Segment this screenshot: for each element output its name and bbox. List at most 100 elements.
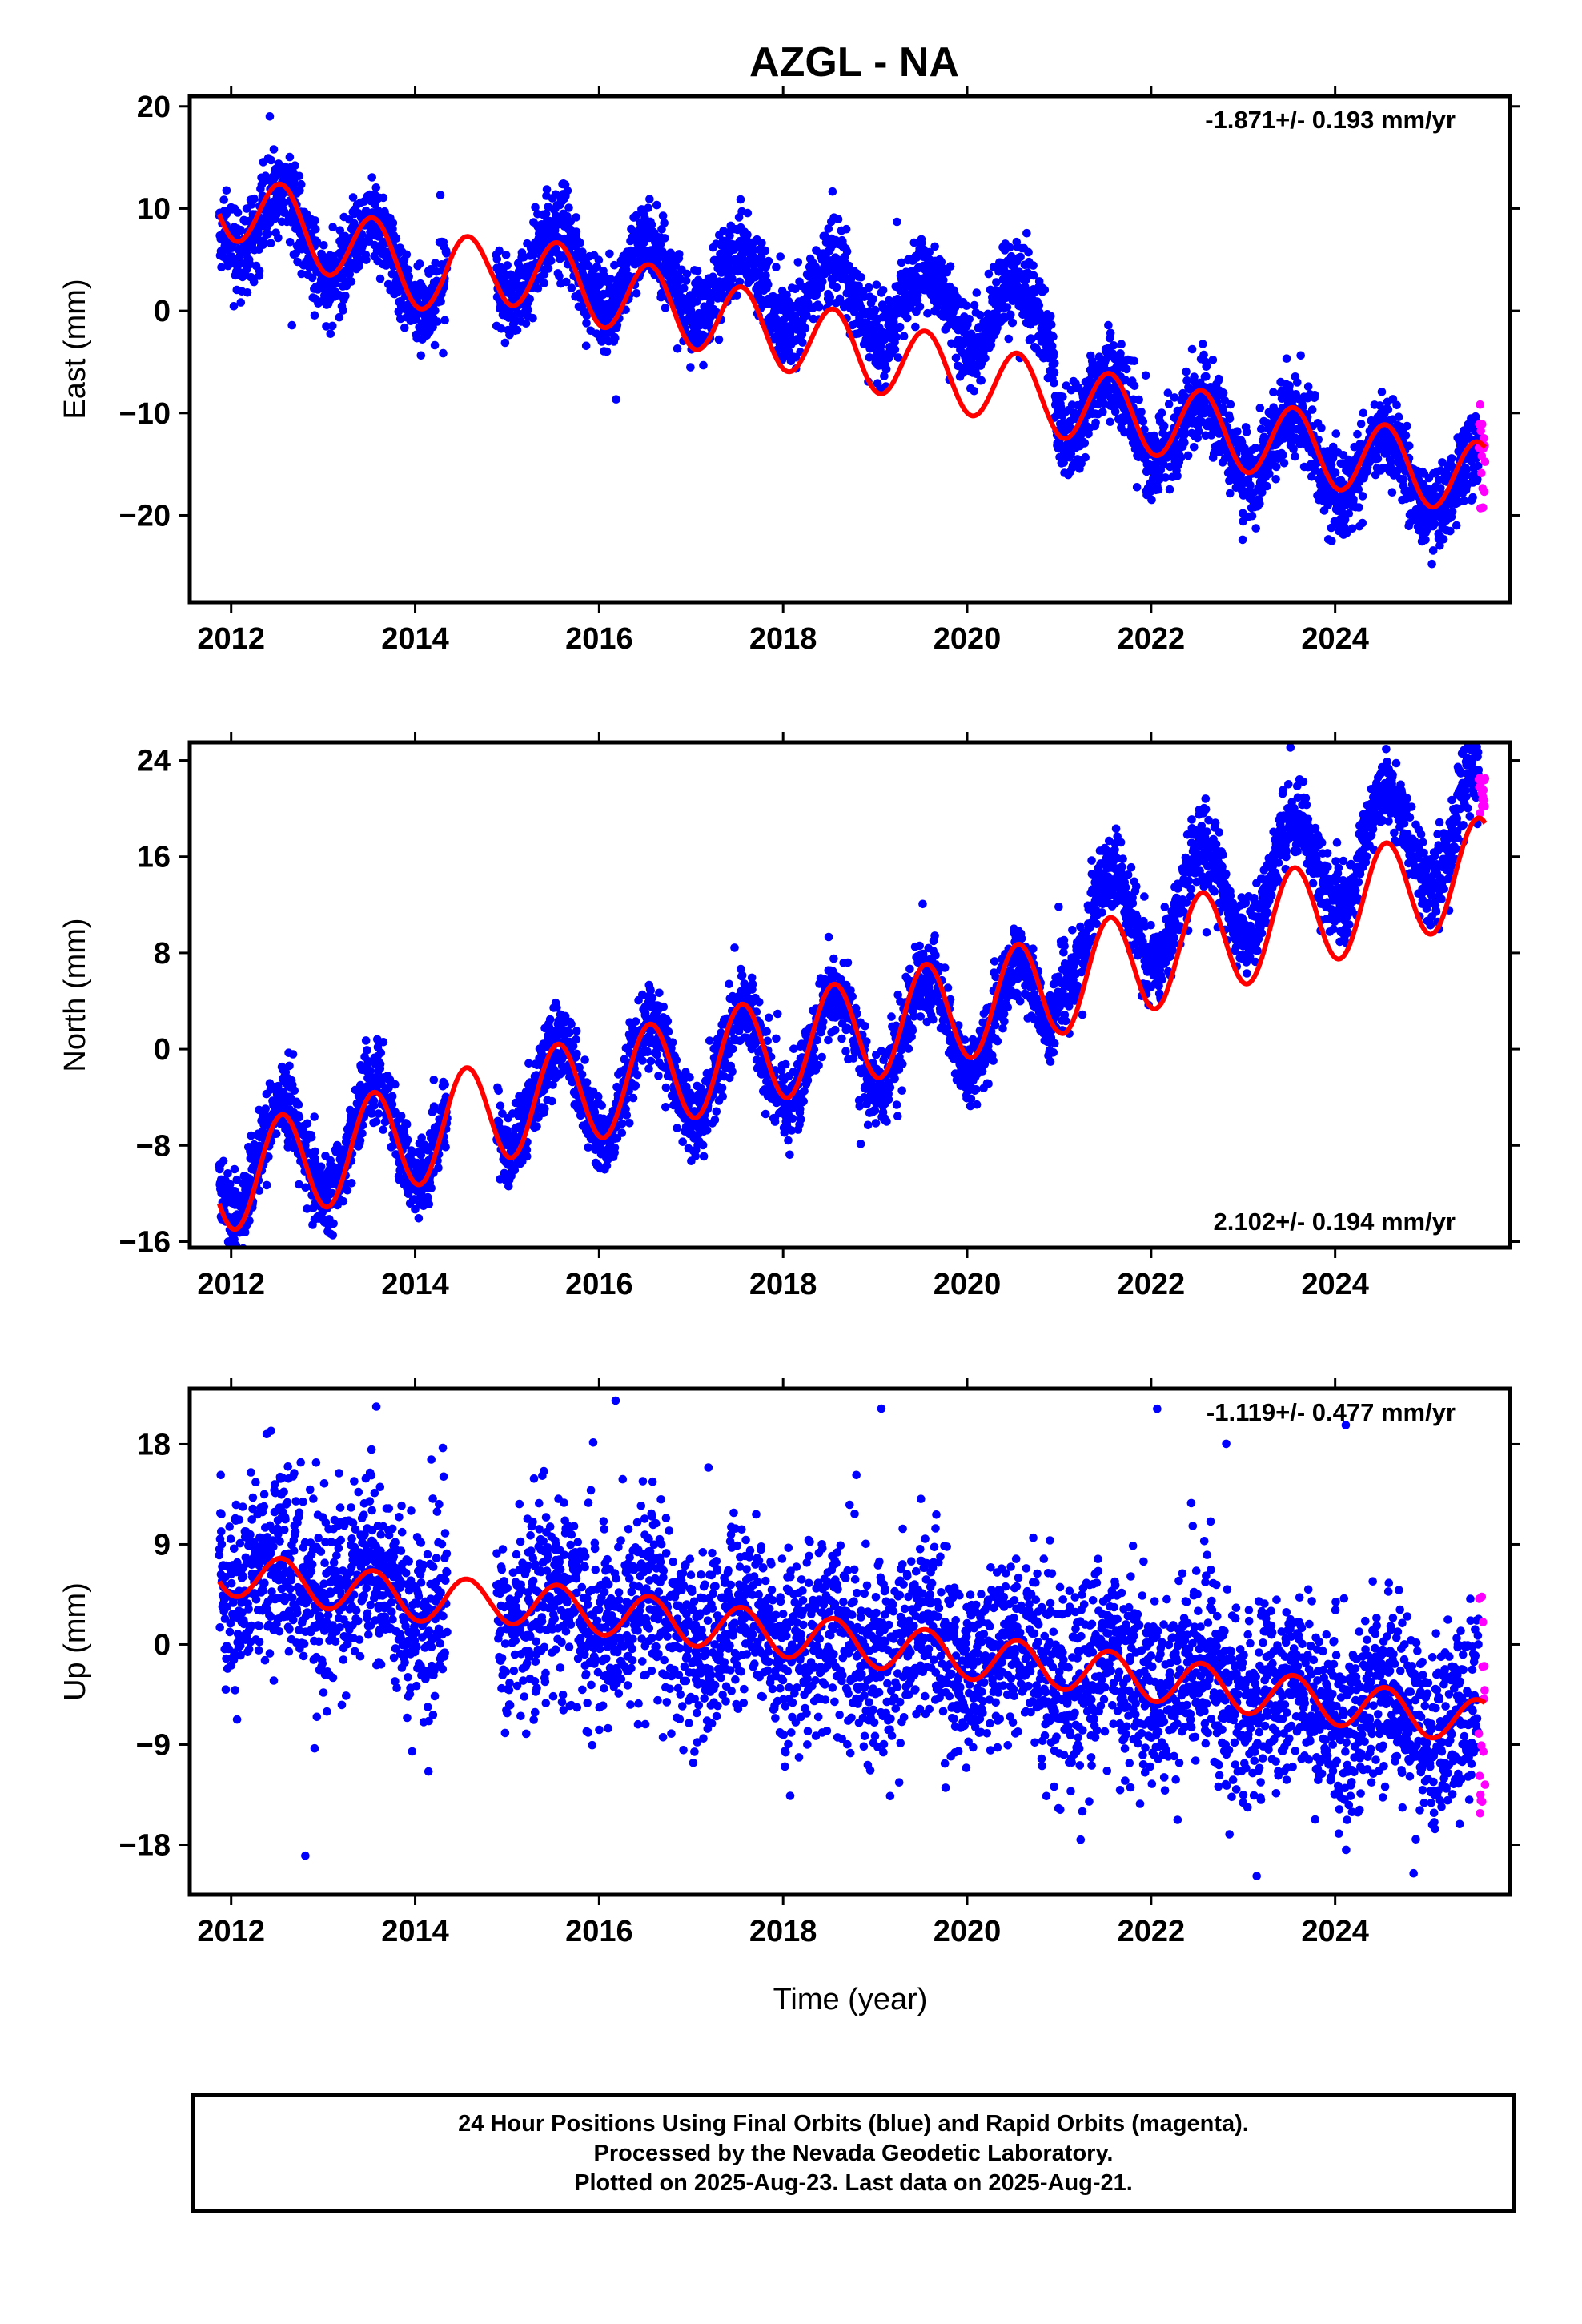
data-point (1004, 334, 1014, 344)
data-point (1225, 414, 1235, 424)
data-point (1303, 382, 1313, 392)
data-point (533, 283, 543, 293)
data-point (915, 302, 925, 312)
data-point (833, 215, 843, 224)
data-point (358, 1129, 367, 1138)
data-point (735, 277, 745, 287)
data-point (581, 341, 591, 351)
y-tick-label: 10 (137, 192, 171, 226)
data-point (1427, 559, 1436, 569)
data-point (1194, 427, 1203, 436)
data-point (572, 213, 580, 222)
data-point (776, 252, 785, 261)
data-point (1383, 405, 1393, 414)
data-point (1214, 374, 1223, 384)
data-point (757, 239, 766, 247)
data-point (431, 259, 440, 267)
data-point (1265, 469, 1274, 478)
data-point (335, 312, 344, 322)
data-point (872, 280, 881, 290)
data-point (250, 194, 259, 203)
data-point (229, 302, 239, 311)
data-point (1279, 459, 1289, 468)
data-point (326, 329, 335, 339)
data-point (436, 191, 445, 199)
data-point (563, 186, 572, 195)
data-point (647, 220, 656, 229)
data-point (1242, 428, 1251, 436)
data-point (1247, 511, 1257, 521)
data-point (285, 152, 295, 162)
data-point (814, 302, 824, 312)
data-point (222, 186, 231, 195)
data-point (903, 313, 912, 323)
data-point (311, 225, 320, 234)
data-point (311, 216, 319, 225)
data-point (576, 293, 584, 303)
data-point (362, 255, 371, 264)
data-point (1271, 475, 1280, 484)
data-point (755, 271, 765, 280)
data-point (564, 203, 573, 212)
data-point (652, 200, 661, 210)
y-tick-label: −10 (119, 397, 171, 431)
data-point (965, 315, 974, 324)
data-point (1190, 443, 1199, 452)
data-point (379, 1038, 388, 1047)
data-point (551, 190, 560, 199)
data-point (1387, 488, 1397, 497)
data-point (728, 275, 737, 283)
data-point (736, 195, 745, 204)
data-point (1137, 408, 1146, 416)
data-point (343, 1186, 352, 1195)
data-point (374, 1109, 383, 1118)
data-point (1130, 381, 1139, 391)
data-point (1199, 340, 1207, 348)
data-point (1091, 418, 1100, 428)
data-point (1251, 524, 1260, 533)
data-point (1447, 507, 1457, 516)
data-point (442, 249, 451, 258)
east-frame (187, 94, 1512, 605)
data-point (772, 263, 781, 271)
data-point (881, 364, 891, 374)
data-point (681, 276, 691, 285)
data-point (895, 322, 905, 332)
data-point (525, 294, 534, 304)
data-point (290, 1086, 299, 1096)
data-point (329, 254, 339, 263)
data-point (801, 324, 810, 333)
data-point (1430, 519, 1439, 529)
data-point (500, 338, 510, 348)
data-point (1049, 348, 1058, 358)
data-point (693, 266, 702, 275)
data-point (328, 321, 337, 331)
data-point (679, 283, 689, 293)
data-point (1405, 441, 1414, 451)
data-point (611, 333, 620, 343)
data-point (1165, 485, 1174, 494)
panel-north: 2012 2014 2016 2018 2020 2022 2024−16−8081624N… (58, 732, 1520, 1301)
data-point (1138, 417, 1148, 426)
data-point (1203, 361, 1211, 371)
data-point (404, 265, 412, 275)
data-point (1187, 344, 1197, 354)
data-point (1307, 405, 1317, 414)
data-point (1183, 451, 1193, 460)
data-point (699, 360, 708, 370)
data-point (261, 1104, 271, 1113)
data-point (871, 305, 880, 315)
data-point (312, 237, 322, 247)
data-point (869, 295, 877, 304)
data-point (492, 255, 502, 263)
data-point (972, 288, 982, 297)
data-point (842, 247, 852, 256)
data-point (371, 183, 381, 192)
data-point (733, 291, 741, 300)
data-point (1130, 356, 1139, 366)
data-point (644, 203, 652, 212)
data-point (432, 317, 442, 326)
x-tick-label: 2022 (1118, 622, 1186, 656)
data-point (1279, 450, 1287, 460)
data-point (541, 209, 551, 219)
